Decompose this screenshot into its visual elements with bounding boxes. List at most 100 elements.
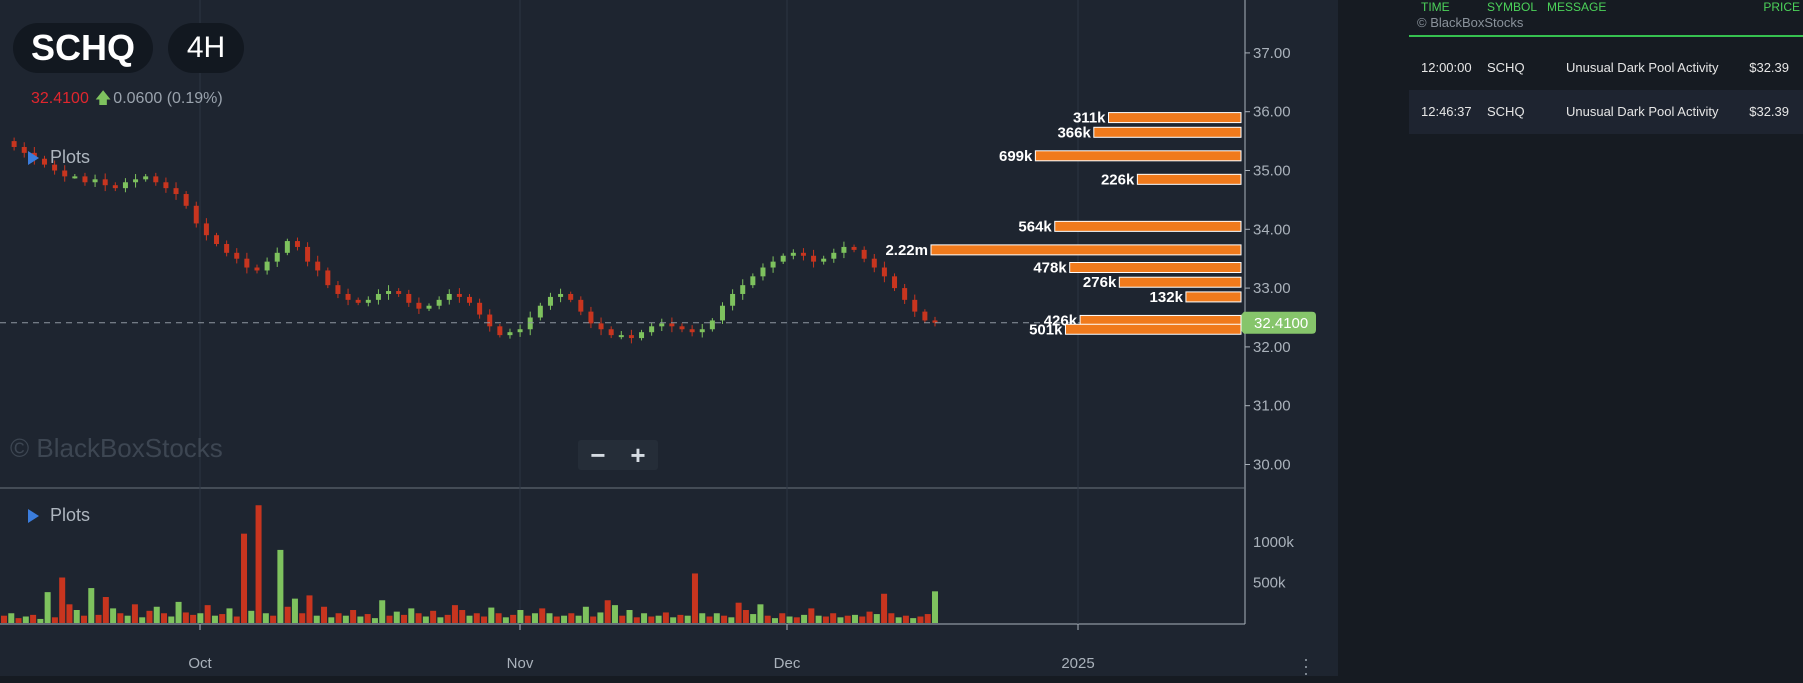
candle-body (406, 293, 412, 303)
timeframe-pill[interactable]: 4H (168, 23, 244, 73)
price-tick-label: 32.00 (1253, 339, 1291, 356)
volume-bar (510, 614, 517, 623)
volume-bar (335, 613, 342, 623)
volume-bar (81, 615, 88, 623)
dark-pool-label: 564k (1018, 218, 1052, 235)
volume-bar (444, 614, 451, 623)
candle-body (122, 182, 128, 189)
price-tick-label: 31.00 (1253, 398, 1291, 415)
time-tick-label: Nov (507, 655, 534, 672)
volume-bar (815, 615, 822, 623)
candle-body (507, 332, 513, 336)
candle-body (811, 255, 817, 262)
column-header-message[interactable]: MESSAGE (1547, 0, 1607, 14)
volume-bar (801, 614, 808, 623)
price-chart[interactable]: Oct Nov Dec 2025 37.00 36.00 35.00 34.00 33.00 32… (0, 0, 1338, 676)
candle-body (21, 146, 27, 153)
candle-body (689, 329, 695, 333)
plots-label: Plots (50, 147, 91, 167)
dark-pool-label: 132k (1150, 289, 1184, 306)
dark-pool-bar (1118, 276, 1242, 288)
volume-bar (204, 605, 211, 623)
candle-body (861, 249, 867, 259)
symbol-pill[interactable]: SCHQ (13, 23, 153, 73)
alert-row[interactable]: 12:00:00 SCHQ Unusual Dark Pool Activity… (1409, 46, 1803, 90)
candle-body (375, 293, 381, 300)
alert-symbol: SCHQ (1487, 60, 1525, 75)
candle-body (790, 252, 796, 256)
candle-body (467, 296, 472, 303)
volume-bar (742, 610, 749, 623)
price-tick-label: 34.00 (1253, 221, 1291, 238)
price-quote: 32.4100 🡅 0.0600 (0.19%) (31, 87, 223, 114)
volume-bar (888, 613, 895, 623)
volume-bar (44, 592, 51, 623)
volume-bar (59, 577, 66, 623)
volume-bar (670, 617, 677, 623)
zoom-out-button[interactable]: − (590, 440, 606, 470)
volume-bar (561, 615, 568, 623)
column-header-symbol[interactable]: SYMBOL (1487, 0, 1538, 14)
volume-bar (830, 613, 837, 623)
volume-bar (575, 615, 582, 623)
dark-pool-bar (1093, 126, 1242, 138)
volume-bar (808, 608, 815, 623)
volume-bar (699, 613, 706, 623)
volume-bar (393, 611, 400, 623)
candle-body (578, 299, 584, 312)
candle-body (426, 305, 432, 309)
dark-pool-bar (1034, 150, 1242, 162)
volume-bar (881, 593, 888, 623)
candle-body (922, 311, 928, 321)
alert-price: $32.39 (1749, 104, 1789, 119)
volume-bar (117, 613, 124, 623)
volume-bar (110, 608, 117, 623)
candle-body (608, 329, 614, 336)
candle-body (92, 179, 98, 183)
price-tick-label: 36.00 (1253, 104, 1291, 121)
candle-body (547, 296, 553, 306)
candle-body (902, 288, 908, 300)
volume-bar (648, 616, 655, 623)
volume-bar (131, 604, 138, 623)
volume-bar (691, 573, 698, 623)
volume-bar (902, 615, 909, 623)
volume-bar (844, 615, 851, 623)
volume-bar (37, 618, 44, 623)
dark-pool-label: 478k (1033, 260, 1067, 277)
volume-bar (422, 616, 429, 623)
price-tick-label: 35.00 (1253, 163, 1291, 180)
volume-bar (851, 614, 858, 623)
candle-body (183, 194, 189, 206)
candle-body (598, 323, 604, 330)
candle-body (254, 267, 260, 271)
plots-toggle-volume[interactable]: Plots (28, 505, 90, 526)
column-header-time[interactable]: TIME (1421, 0, 1450, 14)
volume-bar (1, 615, 7, 623)
volume-bar (764, 615, 771, 623)
volume-bar (270, 615, 277, 623)
candle-body (11, 141, 17, 147)
plots-toggle-main[interactable]: Plots (28, 147, 90, 168)
volume-bar (197, 613, 204, 623)
vertical-dots-icon[interactable]: · · · (1303, 649, 1309, 683)
candle-body (628, 335, 634, 339)
candle-body (537, 305, 543, 318)
candle-body (679, 326, 685, 330)
candle-body (396, 291, 402, 294)
chart-panel[interactable]: Oct Nov Dec 2025 37.00 36.00 35.00 34.00 33.00 32… (0, 0, 1338, 683)
volume-bar (473, 613, 480, 623)
column-header-price[interactable]: PRICE (1763, 0, 1800, 14)
volume-bar (721, 615, 728, 623)
volume-bar (88, 588, 95, 623)
candle-body (730, 293, 736, 306)
candle-body (234, 252, 240, 259)
candle-body (203, 223, 209, 236)
price-tick-label: 30.00 (1253, 456, 1291, 473)
alert-row[interactable]: 12:46:37 SCHQ Unusual Dark Pool Activity… (1409, 90, 1803, 134)
candle-body (497, 326, 503, 336)
candle-body (669, 323, 675, 327)
candle-body (881, 267, 887, 277)
zoom-in-button[interactable]: + (630, 440, 646, 470)
candle-body (639, 332, 645, 339)
